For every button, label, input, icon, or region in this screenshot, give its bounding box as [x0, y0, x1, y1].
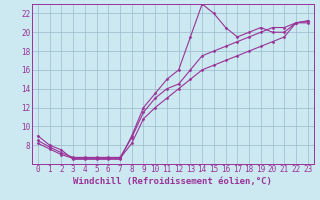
X-axis label: Windchill (Refroidissement éolien,°C): Windchill (Refroidissement éolien,°C)	[73, 177, 272, 186]
